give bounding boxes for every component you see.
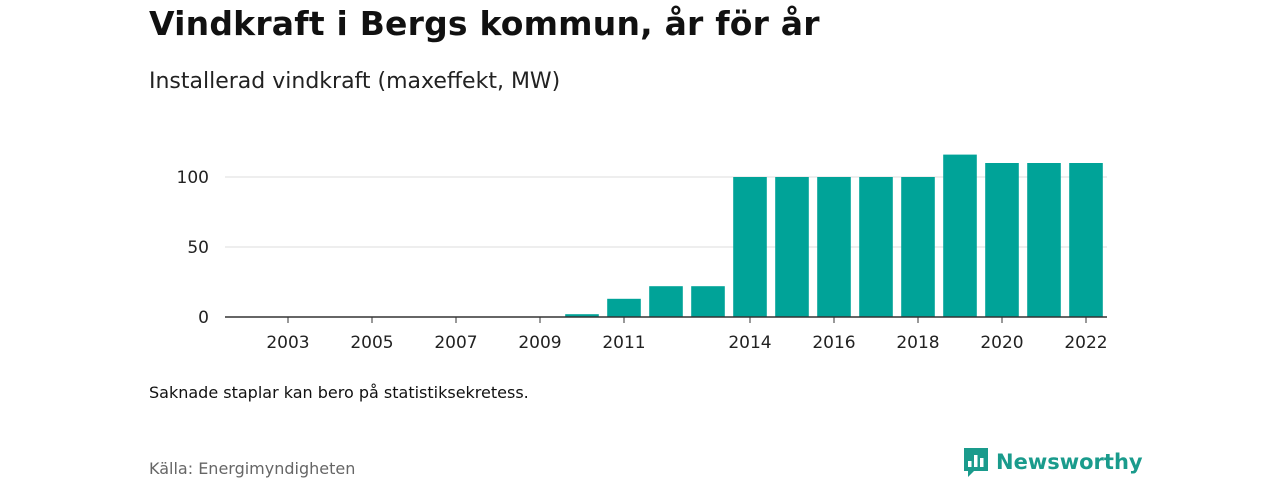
- bars: [565, 154, 1103, 317]
- bar-2012: [649, 286, 683, 317]
- x-tick-label: 2020: [980, 333, 1023, 353]
- bar-2010: [565, 314, 599, 317]
- x-axis-ticks: 2003 2005 2007 2009 2011 2014 2016 2018 2020 2022: [266, 317, 1108, 353]
- bar-2018: [901, 177, 935, 317]
- x-tick-label: 2018: [896, 333, 939, 353]
- x-tick-label: 2014: [728, 333, 771, 353]
- chart-title: Vindkraft i Bergs kommun, år för år: [149, 4, 820, 43]
- x-tick-label: 2003: [266, 333, 309, 353]
- x-tick-label: 2009: [518, 333, 561, 353]
- y-tick-label: 50: [187, 238, 209, 258]
- bar-2013: [691, 286, 725, 317]
- bar-2021: [1027, 163, 1061, 317]
- x-tick-label: 2007: [434, 333, 477, 353]
- bar-2016: [817, 177, 851, 317]
- y-axis-ticks: 0 50 100: [177, 168, 209, 328]
- source-text: Källa: Energimyndigheten: [149, 459, 356, 478]
- bar-2019: [943, 154, 977, 317]
- chart-subtitle: Installerad vindkraft (maxeffekt, MW): [149, 69, 561, 94]
- bar-2014: [733, 177, 767, 317]
- bar-2020: [985, 163, 1019, 317]
- x-tick-label: 2011: [602, 333, 645, 353]
- x-tick-label: 2022: [1064, 333, 1107, 353]
- y-tick-label: 100: [177, 168, 209, 188]
- newsworthy-logo-icon: [964, 448, 988, 477]
- bar-2011: [607, 298, 641, 317]
- x-tick-label: 2016: [812, 333, 855, 353]
- brand-name: Newsworthy: [996, 450, 1143, 474]
- x-tick-label: 2005: [350, 333, 393, 353]
- y-tick-label: 0: [198, 308, 209, 328]
- newsworthy-logo[interactable]: Newsworthy: [962, 446, 1143, 478]
- footnote: Saknade staplar kan bero på statistiksek…: [149, 383, 529, 402]
- bar-2022: [1069, 163, 1103, 317]
- bar-2017: [859, 177, 893, 317]
- bar-2015: [775, 177, 809, 317]
